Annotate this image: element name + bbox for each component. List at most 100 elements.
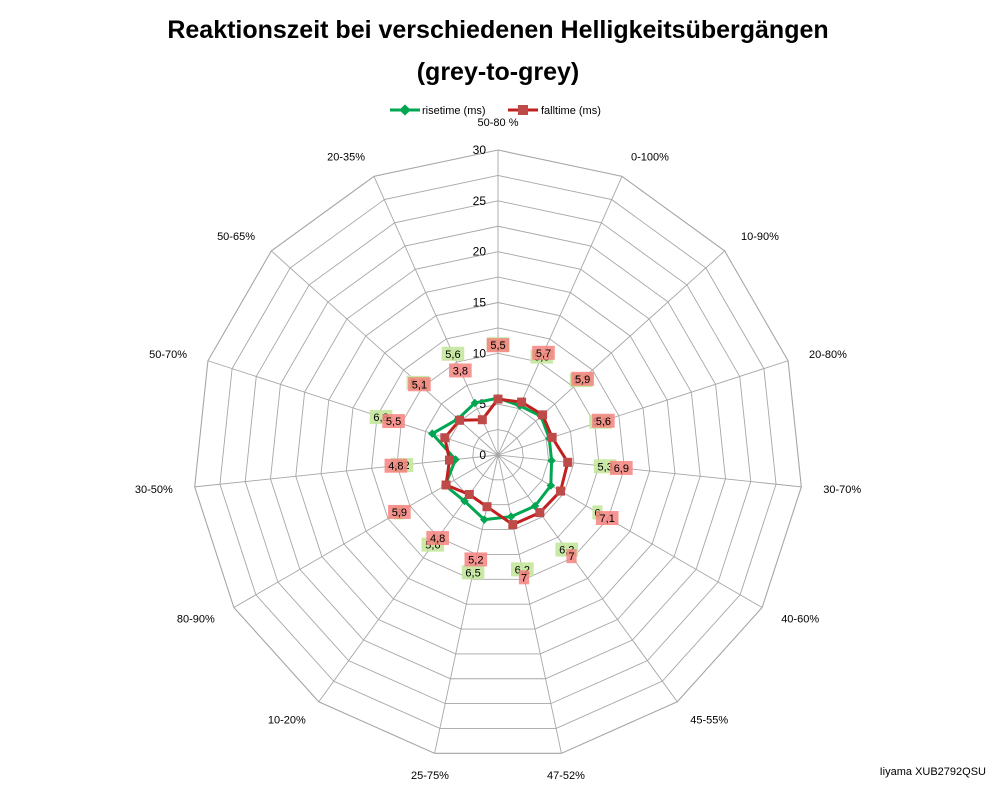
footer-model-label: Iiyama XUB2792QSU: [880, 766, 986, 778]
grid-ring: [320, 276, 676, 630]
falltime-data-label: 7: [568, 551, 574, 563]
category-label: 25-75%: [411, 770, 449, 782]
falltime-data-label: 4,8: [430, 533, 445, 545]
falltime-data-label: 7,1: [600, 513, 615, 525]
falltime-point: [563, 457, 573, 467]
legend-risetime-label: risetime (ms): [422, 105, 486, 117]
falltime-data-label-bg: [592, 413, 615, 428]
series-layer: [428, 393, 573, 530]
grid-ring: [345, 302, 651, 605]
category-label: 20-80%: [809, 349, 847, 361]
falltime-data-label-bg: [388, 504, 411, 519]
falltime-data-label: 5,5: [490, 340, 505, 352]
risetime-data-label: 5,6: [445, 349, 460, 361]
r-tick-label: 5: [479, 397, 486, 411]
falltime-data-label-bg: [486, 338, 510, 353]
category-label: 10-90%: [741, 231, 779, 243]
category-label: 80-90%: [177, 614, 215, 626]
risetime-data-label-bg: [441, 346, 465, 361]
falltime-data-label-bg: [464, 552, 488, 567]
category-label: 50-65%: [217, 231, 255, 243]
risetime-data-label-bg: [461, 565, 485, 580]
grid-ring: [371, 327, 625, 580]
falltime-data-label: 3,8: [453, 365, 468, 377]
category-label: 40-60%: [781, 614, 819, 626]
falltime-data-label-bg: [595, 511, 619, 526]
risetime-point: [470, 398, 480, 408]
risetime-point: [546, 481, 556, 490]
grid-ring: [270, 225, 726, 680]
grid-spoke: [373, 176, 499, 456]
legend-falltime-marker: [518, 105, 528, 115]
grid-ring: [219, 174, 777, 729]
risetime-series-line: [430, 396, 554, 522]
risetime-point: [547, 456, 556, 465]
risetime-data-label: 6,5: [465, 567, 480, 579]
falltime-point: [444, 455, 454, 465]
grid-ring: [295, 251, 701, 655]
falltime-point: [508, 520, 518, 530]
falltime-data-label-bg: [518, 570, 530, 585]
chart-title-line-2: (grey-to-grey): [417, 58, 580, 86]
grid-spoke: [497, 454, 763, 608]
grid-ring: [421, 378, 575, 531]
falltime-data-label: 5,9: [575, 374, 590, 386]
legend-falltime-label: falltime (ms): [541, 105, 601, 117]
falltime-point: [482, 502, 492, 512]
falltime-series-line: [443, 397, 570, 527]
falltime-point: [493, 394, 503, 404]
category-label: 47-52%: [547, 770, 585, 782]
r-tick-label: 20: [473, 245, 487, 259]
falltime-data-label: 5,5: [386, 416, 401, 428]
r-tick-label: 15: [473, 296, 487, 310]
falltime-data-label: 5,1: [412, 379, 427, 391]
falltime-data-label: 5,9: [392, 507, 407, 519]
falltime-data-label-bg: [532, 345, 555, 360]
chart-title-line-1: Reaktionszeit bei verschiedenen Helligke…: [167, 16, 828, 44]
falltime-data-label: 5,7: [536, 348, 551, 360]
grid-ring: [244, 200, 752, 705]
r-tick-label: 25: [473, 194, 487, 208]
category-label: 30-70%: [823, 484, 861, 496]
falltime-data-label-bg: [408, 377, 431, 392]
falltime-point: [441, 480, 451, 490]
falltime-point: [477, 415, 487, 425]
radial-axis-ticks: 0 5 10 15 20 25 30: [473, 143, 487, 462]
category-label: 50-70%: [149, 349, 187, 361]
legend: risetime (ms) falltime (ms): [390, 104, 601, 117]
grid-ring: [194, 149, 802, 754]
r-tick-label: 30: [473, 143, 487, 157]
risetime-point: [428, 429, 437, 438]
category-labels: 50-80 % 0-100% 10-90% 20-80% 30-70% 40-60% 45-…: [135, 117, 861, 782]
falltime-point: [454, 415, 464, 425]
falltime-data-label-bg: [449, 363, 472, 378]
grid-spoke: [497, 250, 725, 456]
risetime-data-label: 5,3: [598, 461, 613, 473]
falltime-data-label: 5,6: [596, 416, 611, 428]
grid-spoke: [497, 360, 789, 456]
falltime-point: [547, 432, 557, 442]
risetime-point: [506, 512, 516, 521]
category-label: 20-35%: [327, 151, 365, 163]
falltime-point: [535, 508, 545, 518]
grid-spoke: [497, 454, 562, 754]
risetime-point: [480, 515, 489, 524]
falltime-point: [556, 486, 566, 496]
falltime-data-label-bg: [571, 371, 594, 386]
data-labels: 5,65,35,75,35,366,26,26,55,664,26,85,35,…: [369, 337, 633, 585]
grid-spoke: [497, 454, 802, 488]
category-label: 45-55%: [690, 715, 728, 727]
falltime-data-label-bg: [610, 460, 633, 475]
category-label: 0-100%: [631, 151, 669, 163]
falltime-data-label-bg: [566, 549, 577, 564]
grid-spoke: [233, 454, 499, 608]
category-label: 50-80 %: [478, 117, 519, 129]
r-tick-label: 10: [473, 346, 487, 360]
category-label: 30-50%: [135, 484, 173, 496]
falltime-point: [517, 397, 527, 407]
falltime-data-label-bg: [384, 458, 408, 473]
r-tick-label: 0: [479, 448, 486, 462]
grid-ring: [472, 429, 524, 481]
falltime-data-label-bg: [382, 414, 405, 429]
